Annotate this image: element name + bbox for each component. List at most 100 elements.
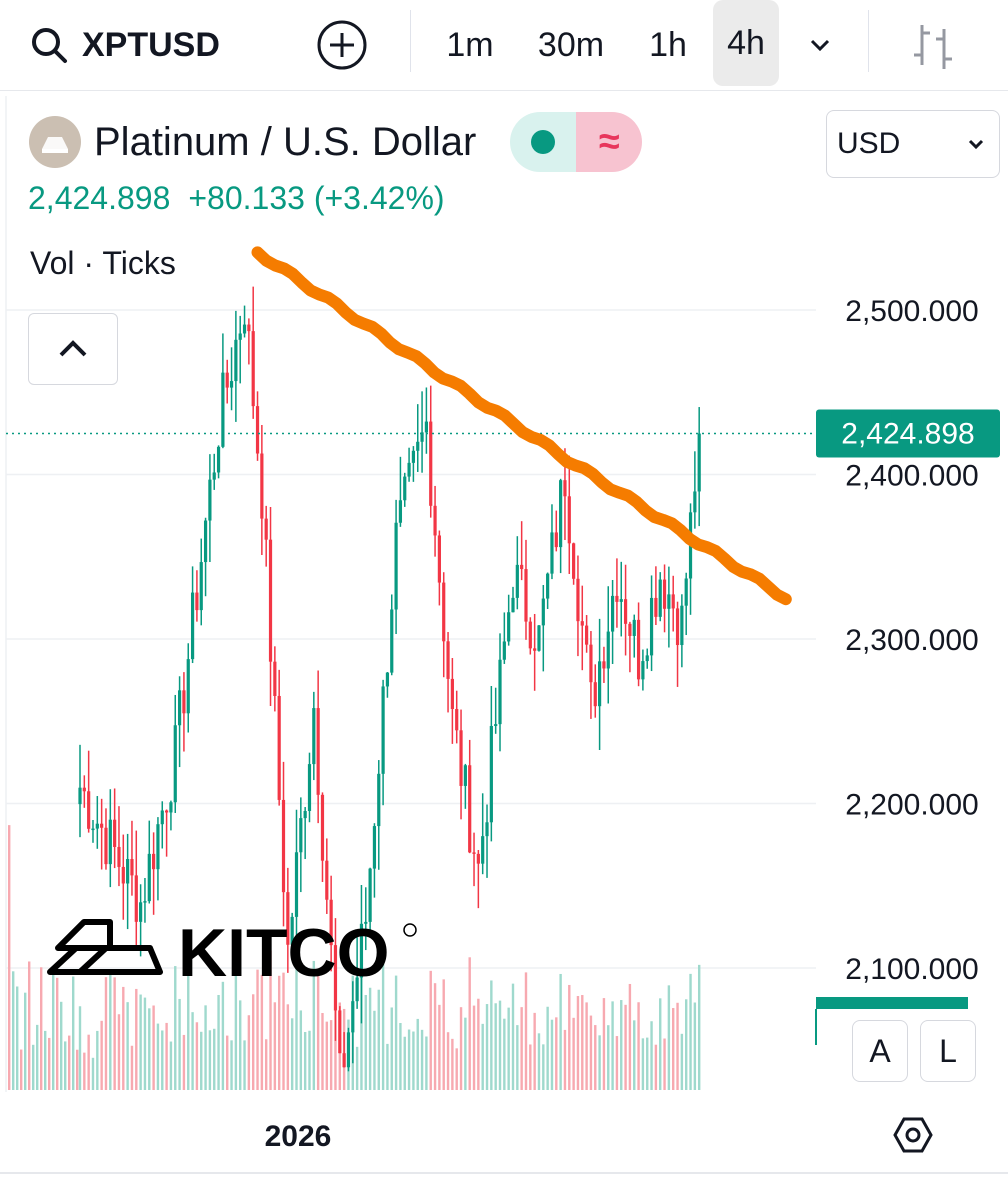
candle-body (632, 619, 636, 636)
x-tick-label: 2026 (265, 1120, 332, 1153)
volume-bar (520, 1007, 523, 1090)
volume-bar (672, 1008, 675, 1090)
tab-timeframe-4h[interactable]: 4h (713, 0, 779, 86)
timeframe-dropdown[interactable] (800, 0, 840, 90)
volume-bar (109, 972, 112, 1090)
volume-bar (615, 1036, 619, 1090)
volume-bar (685, 999, 688, 1090)
candle-body (169, 802, 173, 813)
trendline[interactable] (251, 246, 792, 606)
volume-bar (399, 1023, 402, 1090)
candle-body (303, 811, 307, 819)
volume-bar (555, 1017, 558, 1090)
candle-body (203, 520, 208, 563)
candle-body (667, 594, 671, 609)
candle-body (100, 823, 104, 828)
volume-bar (676, 1002, 679, 1090)
volume-bar (40, 967, 43, 1090)
volume-bar (130, 1045, 134, 1090)
volume-bar (126, 1002, 129, 1090)
y-tick-label: 2,500.000 (845, 295, 978, 328)
candle-body (351, 1001, 355, 1033)
volume-bar (654, 1044, 658, 1090)
volume-bar (252, 994, 255, 1090)
last-price-label: 2,424.898 (816, 409, 1000, 458)
volume-bar (122, 986, 125, 1090)
candle-body (216, 446, 221, 473)
candle-body (281, 799, 286, 893)
kitco-logo: KITCO (47, 915, 417, 991)
candle-body (563, 480, 567, 497)
candle-body (697, 433, 701, 492)
candle-body (134, 875, 138, 922)
chart-type-button[interactable] (906, 0, 962, 90)
volume-bar (680, 1033, 684, 1090)
candle-body (511, 597, 515, 613)
candle-body (476, 853, 480, 864)
candle-body (416, 441, 420, 451)
market-status-pill[interactable]: ≈ (510, 112, 643, 172)
volume-bar (503, 1018, 506, 1090)
candle-body (177, 690, 182, 726)
volume-bar (295, 959, 298, 1090)
volume-bar (56, 977, 59, 1090)
candle-body (580, 621, 584, 626)
candle-body (156, 824, 160, 870)
volume-bar (234, 971, 238, 1090)
candle-body (654, 597, 658, 617)
candle-body (446, 641, 450, 679)
volume-bar (28, 961, 31, 1090)
volume-bar (459, 1007, 463, 1090)
volume-bar (83, 1052, 86, 1090)
volume-bar (442, 979, 445, 1090)
collapse-legend-button[interactable] (28, 313, 118, 385)
auto-scale-button[interactable]: A (852, 1020, 908, 1082)
volume-bar (537, 1033, 541, 1090)
candle-body (507, 612, 511, 642)
candle-body (186, 659, 190, 714)
volume-bar (182, 1034, 186, 1090)
candle-body (234, 339, 238, 382)
volume-bar (204, 1005, 207, 1090)
volume-bar (208, 1030, 212, 1090)
candlesticks (78, 286, 701, 1072)
settings-icon[interactable] (893, 1117, 933, 1153)
currency-select[interactable]: USD (826, 110, 1000, 178)
symbol-name: XPTUSD (82, 25, 220, 64)
candle-body (368, 868, 372, 922)
market-open-dot-icon (531, 130, 556, 154)
candle-body (442, 582, 446, 642)
chart-grid (5, 96, 816, 1092)
volume-bar (169, 1041, 173, 1090)
volume-bar (472, 1005, 476, 1090)
volume-bar (264, 1039, 268, 1090)
tab-timeframe-30m[interactable]: 30m (537, 25, 605, 64)
log-scale-button[interactable]: L (920, 1020, 976, 1082)
chevron-up-icon (59, 340, 87, 357)
candle-body (394, 522, 398, 610)
volume-bar (91, 1057, 95, 1090)
volume-bar (477, 998, 480, 1090)
volume-bar (507, 1007, 510, 1090)
volume-bar (381, 962, 385, 1090)
candle-body (528, 621, 532, 649)
compare-button[interactable] (314, 0, 370, 90)
volume-bar (663, 1038, 666, 1090)
candle-body (433, 505, 437, 536)
volume-bar (148, 1008, 151, 1090)
instrument-title[interactable]: Platinum / U.S. Dollar (94, 119, 477, 164)
candle-body (346, 1032, 351, 1068)
symbol-search[interactable]: XPTUSD (30, 0, 220, 90)
volume-bar (68, 1035, 71, 1090)
candle-body (130, 859, 134, 876)
tab-timeframe-1h[interactable]: 1h (649, 25, 687, 64)
candle-body (662, 579, 667, 609)
volume-bar (563, 1029, 567, 1090)
tab-timeframe-1m[interactable]: 1m (446, 25, 494, 64)
candle-body (312, 708, 316, 765)
candle-body (104, 827, 108, 865)
candle-body (260, 453, 264, 519)
volume-legend[interactable]: Vol · Ticks (30, 245, 176, 281)
price-axis[interactable]: 2,100.000 2,200.000 2,300.000 2,400.000 2,50… (845, 295, 978, 986)
